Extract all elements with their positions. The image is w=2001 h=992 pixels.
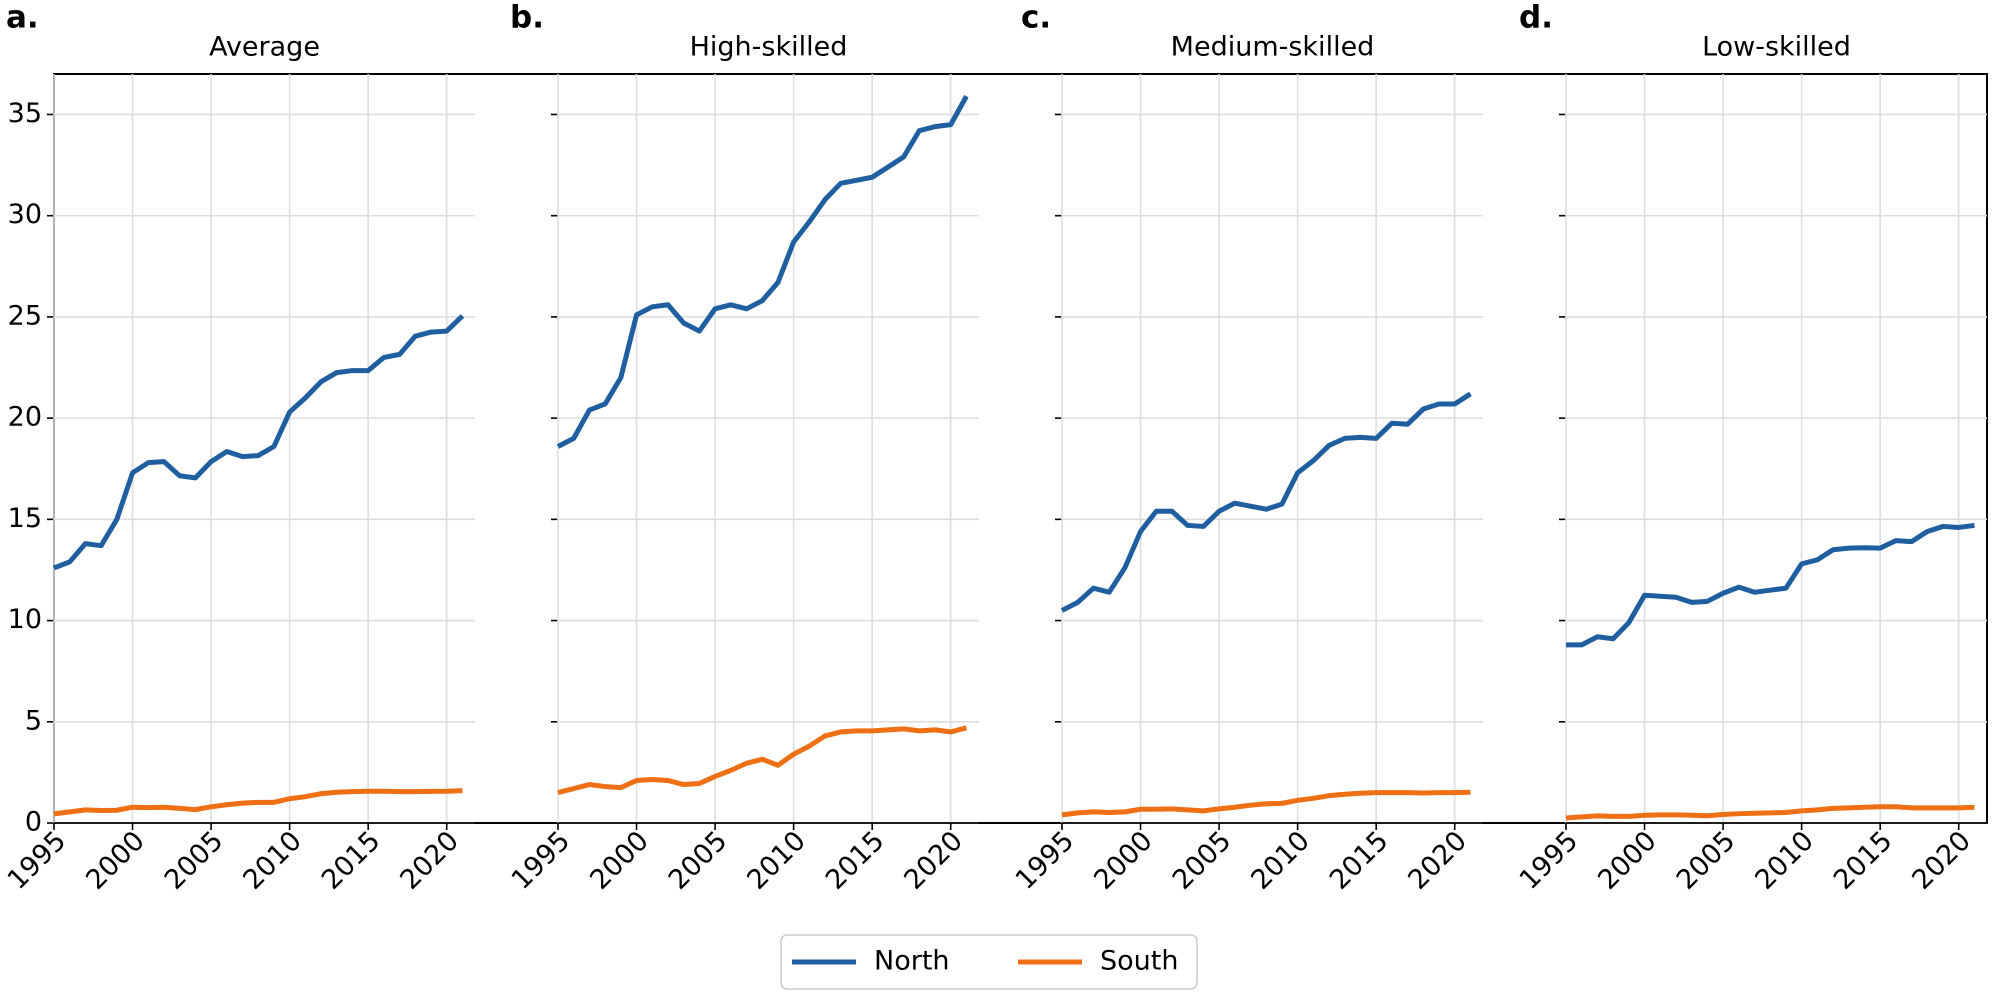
panel-label: d. xyxy=(1519,0,1553,36)
x-tick-label: 2010 xyxy=(1749,825,1820,896)
series-line xyxy=(53,788,463,817)
panel-title: Average xyxy=(209,32,320,63)
x-tick-label: 2010 xyxy=(741,825,812,896)
x-tick-label: 2000 xyxy=(1088,825,1159,896)
legend xyxy=(780,934,1198,990)
legend-label: North xyxy=(874,946,950,977)
y-tick-label: 30 xyxy=(8,199,42,230)
series-line xyxy=(1061,789,1471,818)
x-tick-label: 2020 xyxy=(394,825,465,896)
panel-label: b. xyxy=(510,0,544,36)
x-tick-label: 1995 xyxy=(1010,825,1081,896)
x-tick-label: 2020 xyxy=(898,825,969,896)
series-line xyxy=(53,314,465,571)
x-tick-label: 1995 xyxy=(506,825,577,896)
x-tick-label: 2020 xyxy=(1906,825,1977,896)
y-tick-label: 10 xyxy=(8,604,42,635)
x-tick-label: 2000 xyxy=(80,825,151,896)
x-tick-label: 1995 xyxy=(1514,825,1585,896)
y-tick-label: 25 xyxy=(8,300,42,331)
x-tick-label: 2005 xyxy=(1671,825,1742,896)
panel-title: Medium-skilled xyxy=(1171,32,1375,63)
y-tick-label: 0 xyxy=(25,807,42,838)
y-tick-label: 20 xyxy=(8,402,42,433)
panel-title: High-skilled xyxy=(690,32,848,63)
panel-label: a. xyxy=(6,0,39,36)
x-tick-label: 2010 xyxy=(1245,825,1316,896)
x-tick-label: 2015 xyxy=(820,825,891,896)
x-tick-label: 2005 xyxy=(159,825,230,896)
series-line xyxy=(557,725,968,796)
x-tick-label: 2005 xyxy=(663,825,734,896)
series-line xyxy=(1566,522,1975,648)
panel-label: c. xyxy=(1021,0,1051,36)
y-tick-label: 5 xyxy=(25,705,42,736)
y-tick-label: 15 xyxy=(8,503,42,534)
legend-label: South xyxy=(1100,946,1178,977)
x-tick-label: 2005 xyxy=(1167,825,1238,896)
frame xyxy=(53,73,1988,824)
series-line xyxy=(1565,804,1975,821)
x-tick-label: 2015 xyxy=(1324,825,1395,896)
x-tick-label: 2015 xyxy=(1828,825,1899,896)
x-tick-label: 2000 xyxy=(1592,825,1663,896)
panel-title: Low-skilled xyxy=(1702,32,1851,63)
x-tick-label: 2000 xyxy=(584,825,655,896)
series-line xyxy=(556,95,969,449)
y-tick-label: 35 xyxy=(8,98,42,129)
series-line xyxy=(1060,391,1472,613)
x-tick-label: 2015 xyxy=(316,825,387,896)
x-tick-label: 2020 xyxy=(1402,825,1473,896)
x-tick-label: 2010 xyxy=(237,825,308,896)
